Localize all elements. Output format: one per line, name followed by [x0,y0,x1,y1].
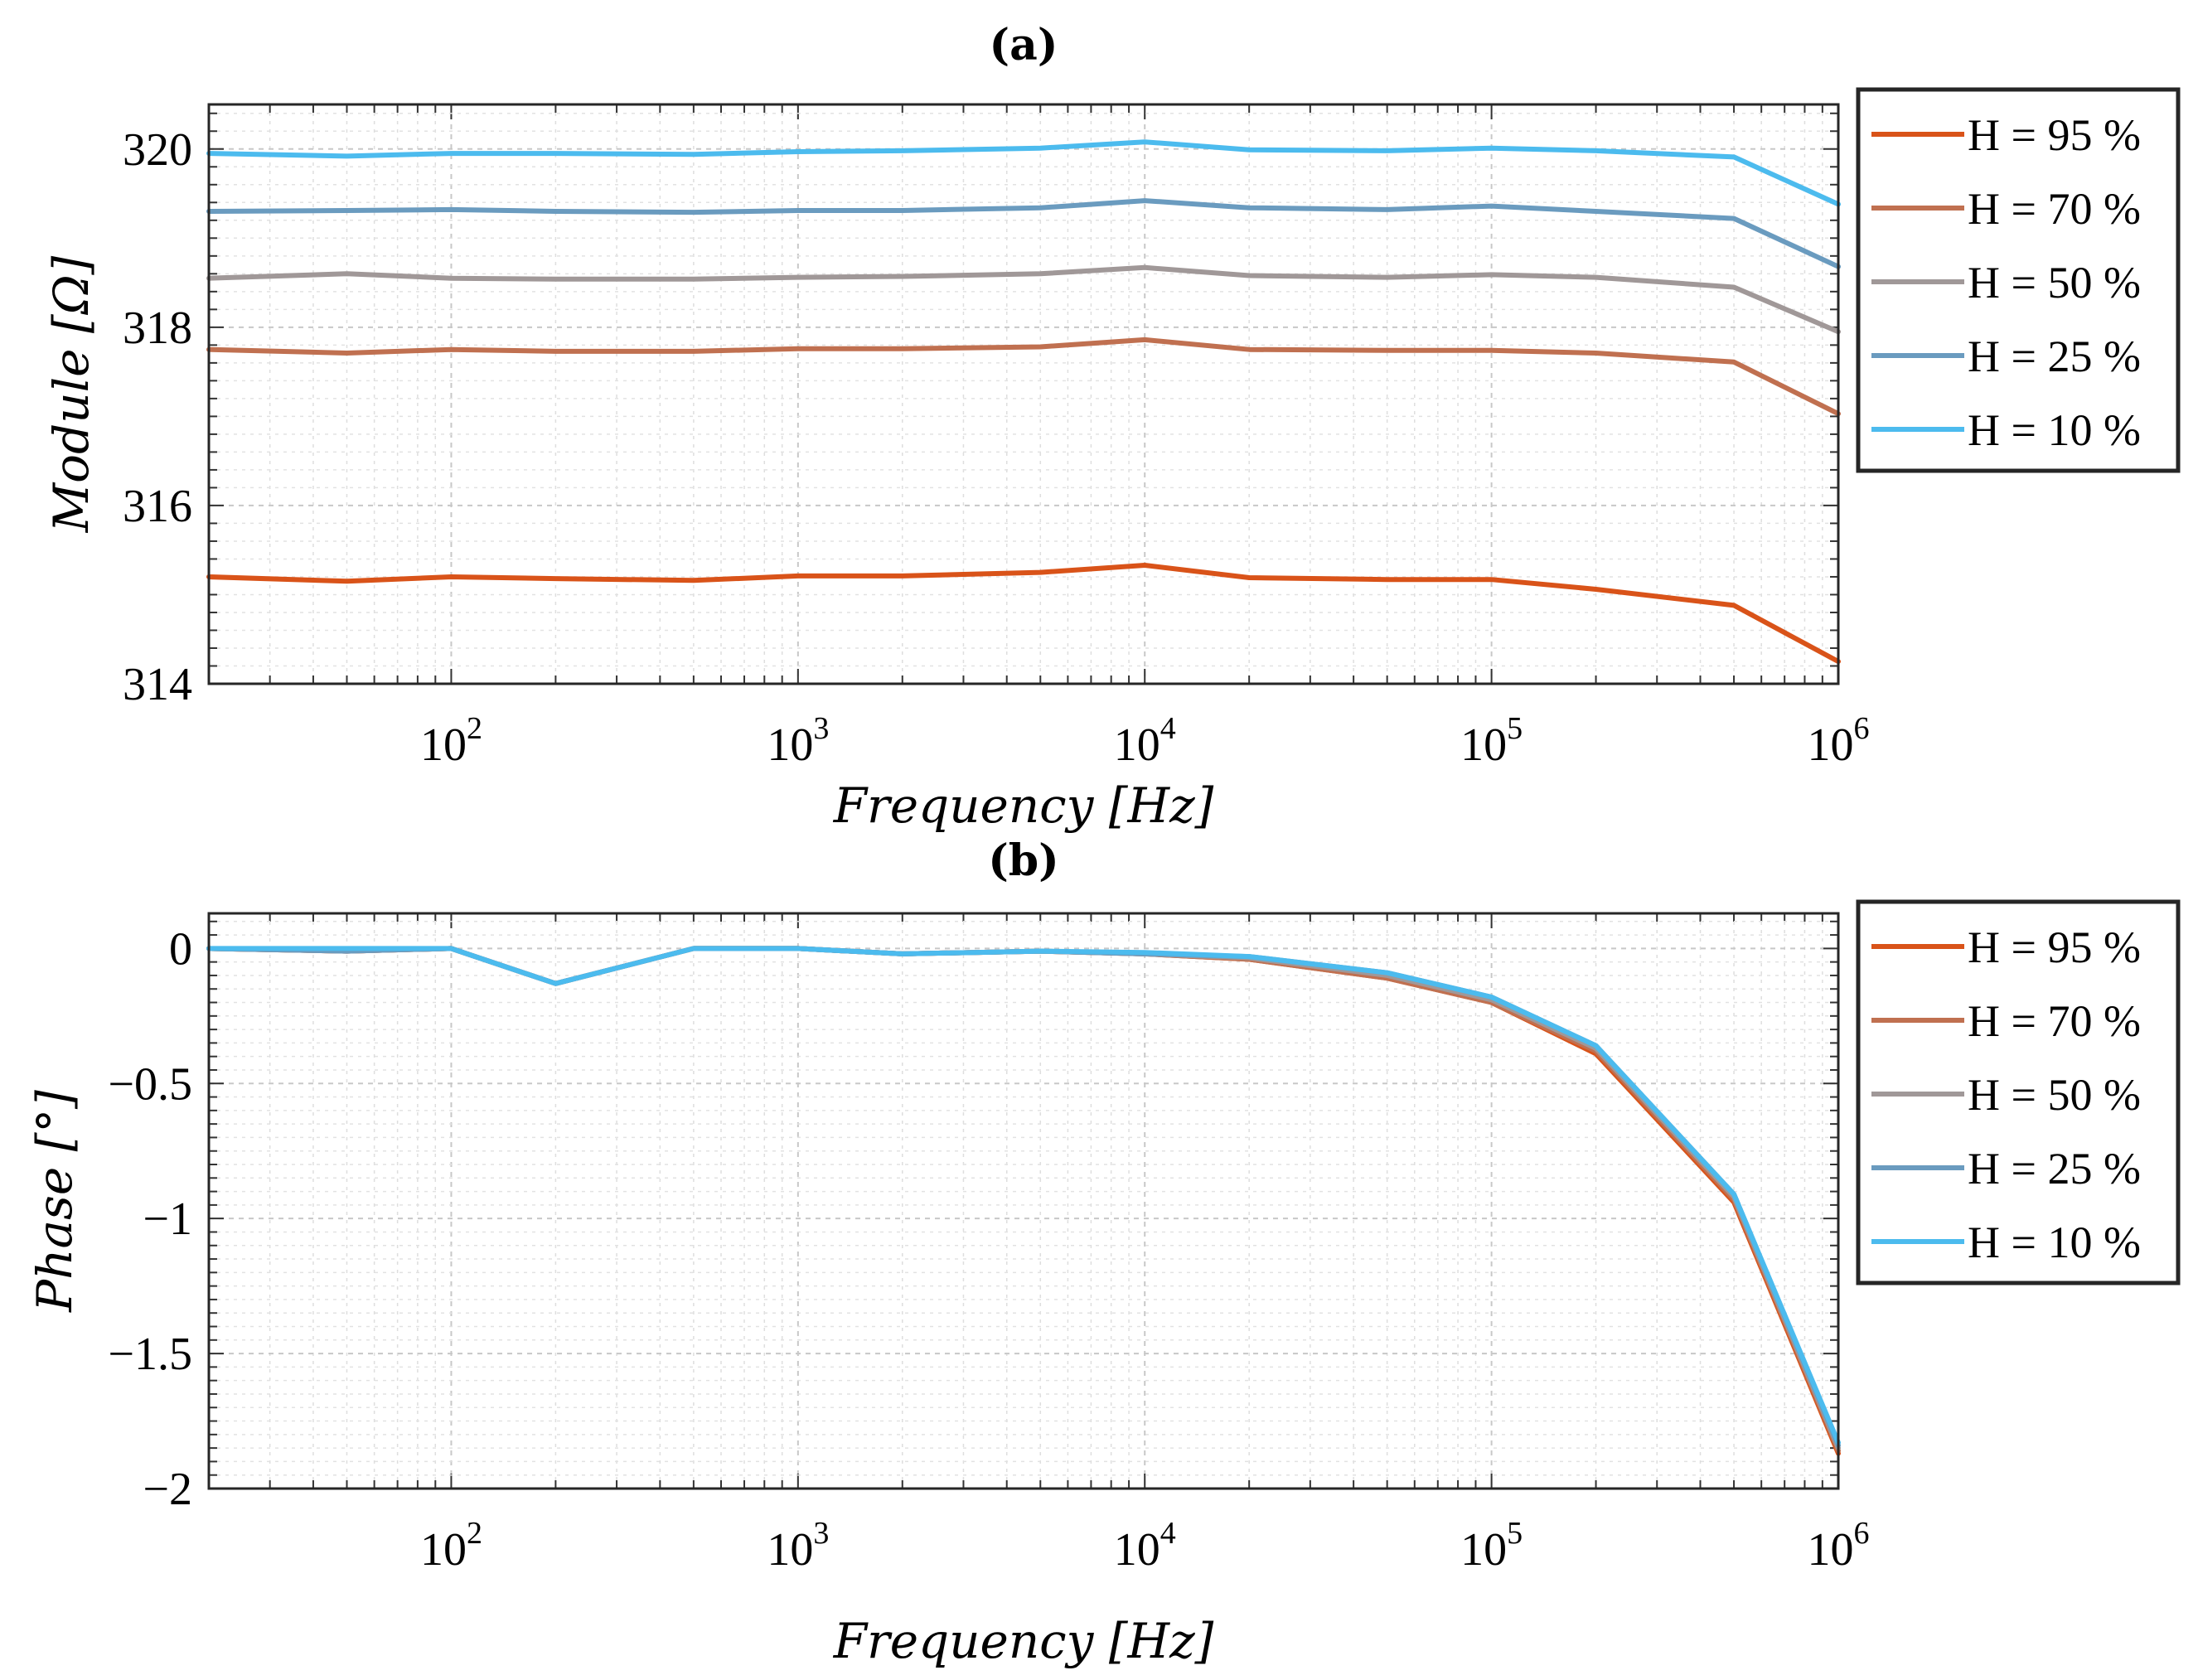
y-tick-label: 0 [169,923,192,975]
x-axis-label: Frequency [Hz] [833,1613,1214,1669]
legend-label: H = 10 % [1968,1218,2141,1267]
legend-label: H = 70 % [1968,184,2141,234]
legend-label: H = 25 % [1968,332,2141,381]
legend-label: H = 10 % [1968,405,2141,455]
x-tick-label: 106 [1808,1516,1870,1576]
series-group [206,946,1841,1456]
grid [208,913,1839,1489]
y-tick-label: −1.5 [108,1329,192,1380]
series-line-h70 [206,336,1841,417]
chart-title: (b) [988,835,1059,886]
series-line-h25 [206,198,1841,269]
legend-label: H = 50 % [1968,1070,2141,1120]
y-tick-label: −0.5 [108,1058,192,1110]
legend-label: H = 95 % [1968,110,2141,160]
y-tick-label: −1 [143,1193,192,1245]
axes-frame [207,912,1840,1490]
legend: H = 95 % H = 70 % H = 50 % H = 25 % H = 10 % [1856,87,2181,473]
chart-module: 314 316 318 320 102 103 104 105 106 (a) Frequency … [43,20,2181,834]
plot-area [209,913,1838,1489]
axes-frame [207,103,1840,685]
series-line-h10 [206,139,1841,207]
series-line-h50 [206,264,1841,335]
legend-label: H = 70 % [1968,996,2141,1046]
x-tick-label: 105 [1460,1516,1523,1576]
x-tick-label: 104 [1114,1516,1176,1576]
x-tick-label: 104 [1114,711,1176,771]
legend-label: H = 25 % [1968,1144,2141,1193]
x-tick-label: 103 [767,711,829,771]
series-line-h95 [206,563,1841,665]
x-tick-label: 102 [420,711,482,771]
plot-area [209,104,1838,684]
y-axis-label: Phase [°] [27,1090,83,1313]
x-tick-label: 105 [1460,711,1523,771]
legend: H = 95 % H = 70 % H = 50 % H = 25 % H = 10 % [1856,899,2181,1285]
y-axis-label: Module [Ω] [43,255,99,533]
legend-label: H = 95 % [1968,922,2141,972]
y-tick-label: 320 [123,124,192,176]
chart-title: (a) [990,20,1058,70]
legend-label: H = 50 % [1968,258,2141,307]
y-tick-label: −2 [143,1464,192,1515]
x-tick-label: 103 [767,1516,829,1576]
series-line-h10 [206,946,1841,1445]
x-tick-label: 106 [1808,711,1870,771]
chart-phase: 0 −0.5 −1 −1.5 −2 102 103 104 105 106 (b) Frequency… [27,835,2181,1669]
x-axis-label: Frequency [Hz] [833,777,1214,834]
y-tick-label: 318 [123,303,192,354]
y-tick-label: 316 [123,481,192,532]
series-group [206,139,1841,665]
y-tick-label: 314 [123,659,192,710]
x-tick-label: 102 [420,1516,482,1576]
